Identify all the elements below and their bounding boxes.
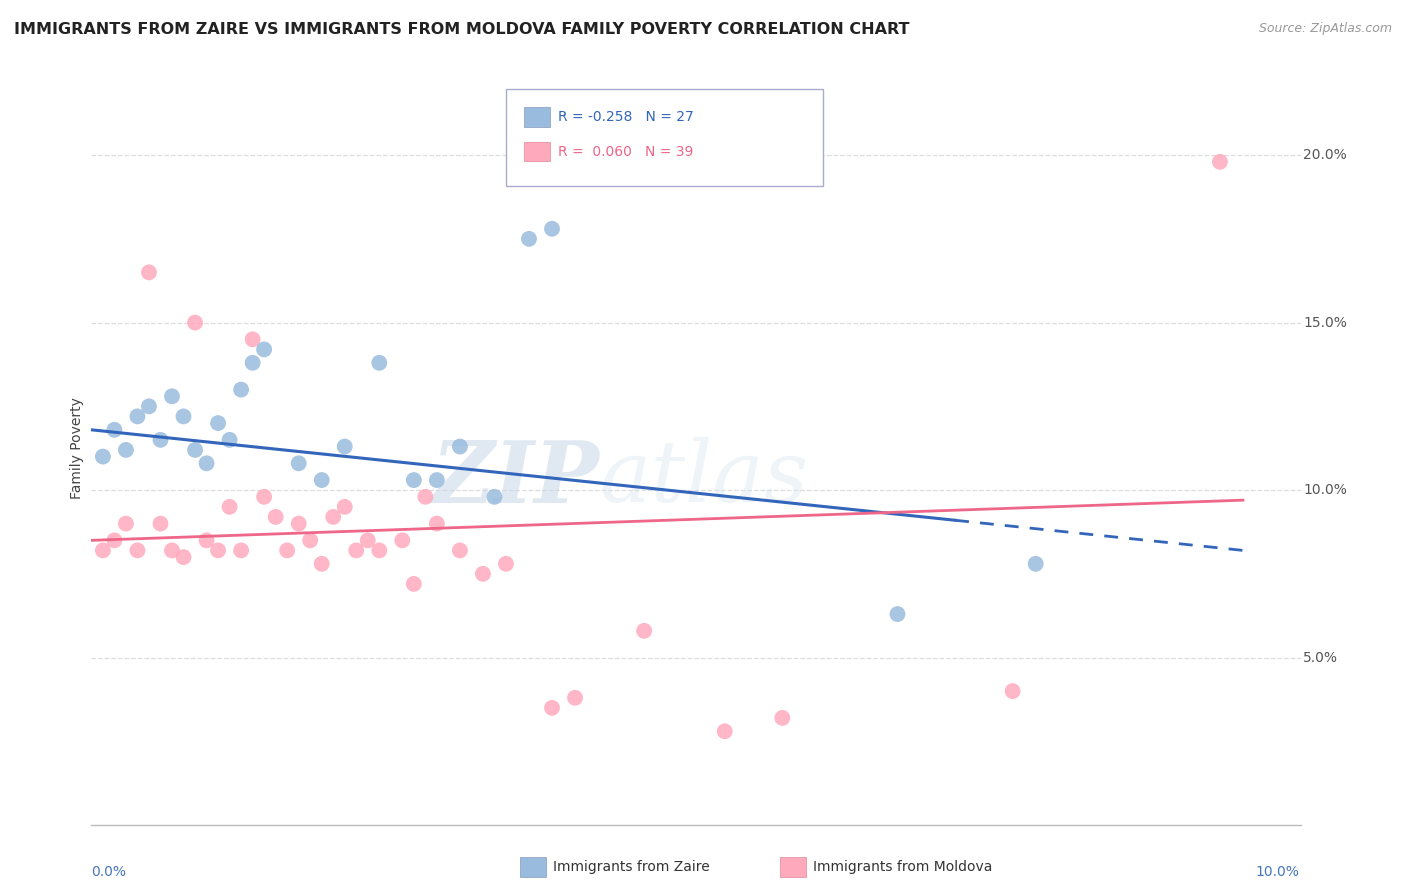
Y-axis label: Family Poverty: Family Poverty bbox=[70, 397, 84, 500]
Point bbox=[402, 577, 425, 591]
Point bbox=[541, 701, 564, 715]
Point bbox=[564, 690, 586, 705]
Point bbox=[138, 265, 160, 279]
Point bbox=[149, 433, 172, 447]
Point bbox=[242, 332, 264, 346]
Point bbox=[218, 433, 240, 447]
Point bbox=[311, 473, 333, 487]
Point bbox=[633, 624, 655, 638]
Text: ZIP: ZIP bbox=[432, 436, 599, 520]
Point bbox=[103, 423, 125, 437]
Point bbox=[173, 409, 195, 424]
Point bbox=[1209, 154, 1232, 169]
Text: atlas: atlas bbox=[599, 437, 808, 520]
Point bbox=[311, 557, 333, 571]
Point bbox=[184, 442, 207, 457]
Point bbox=[276, 543, 298, 558]
Text: 5.0%: 5.0% bbox=[1303, 650, 1339, 665]
Point bbox=[160, 543, 183, 558]
Point bbox=[541, 222, 564, 236]
Text: Immigrants from Moldova: Immigrants from Moldova bbox=[813, 860, 993, 874]
Point bbox=[229, 543, 252, 558]
Point bbox=[322, 509, 344, 524]
Text: Source: ZipAtlas.com: Source: ZipAtlas.com bbox=[1258, 22, 1392, 36]
Point bbox=[368, 356, 391, 370]
Point bbox=[115, 442, 138, 457]
Point bbox=[357, 533, 380, 548]
Point bbox=[138, 400, 160, 414]
Point bbox=[184, 316, 207, 330]
Point bbox=[517, 232, 540, 246]
Point bbox=[264, 509, 287, 524]
Point bbox=[426, 473, 449, 487]
Point bbox=[127, 409, 149, 424]
Point bbox=[127, 543, 149, 558]
Point bbox=[160, 389, 183, 403]
Point bbox=[333, 440, 356, 454]
Point bbox=[1025, 557, 1047, 571]
Point bbox=[299, 533, 322, 548]
Point bbox=[495, 557, 517, 571]
Point bbox=[242, 356, 264, 370]
Text: R =  0.060   N = 39: R = 0.060 N = 39 bbox=[558, 145, 693, 159]
Point bbox=[207, 543, 229, 558]
Point bbox=[195, 456, 218, 470]
Point bbox=[449, 440, 471, 454]
Point bbox=[426, 516, 449, 531]
Point bbox=[115, 516, 138, 531]
Text: 20.0%: 20.0% bbox=[1303, 148, 1347, 162]
Point bbox=[402, 473, 425, 487]
Text: 10.0%: 10.0% bbox=[1303, 483, 1347, 497]
Point bbox=[103, 533, 125, 548]
Point bbox=[229, 383, 252, 397]
Point bbox=[253, 490, 276, 504]
Point bbox=[391, 533, 413, 548]
Point bbox=[344, 543, 367, 558]
Point bbox=[713, 724, 735, 739]
Text: 15.0%: 15.0% bbox=[1303, 316, 1347, 330]
Point bbox=[415, 490, 437, 504]
Text: Immigrants from Zaire: Immigrants from Zaire bbox=[553, 860, 709, 874]
Text: 10.0%: 10.0% bbox=[1256, 865, 1299, 880]
Point bbox=[333, 500, 356, 514]
Point bbox=[886, 607, 908, 621]
Point bbox=[484, 490, 506, 504]
Point bbox=[218, 500, 240, 514]
Point bbox=[1001, 684, 1024, 698]
Point bbox=[770, 711, 793, 725]
Point bbox=[91, 543, 114, 558]
Point bbox=[287, 456, 309, 470]
Text: 0.0%: 0.0% bbox=[91, 865, 127, 880]
Point bbox=[91, 450, 114, 464]
Point bbox=[287, 516, 309, 531]
Text: R = -0.258   N = 27: R = -0.258 N = 27 bbox=[558, 110, 695, 124]
Text: IMMIGRANTS FROM ZAIRE VS IMMIGRANTS FROM MOLDOVA FAMILY POVERTY CORRELATION CHAR: IMMIGRANTS FROM ZAIRE VS IMMIGRANTS FROM… bbox=[14, 22, 910, 37]
Point bbox=[471, 566, 494, 581]
Point bbox=[368, 543, 391, 558]
Point bbox=[449, 543, 471, 558]
Point bbox=[195, 533, 218, 548]
Point bbox=[253, 343, 276, 357]
Point bbox=[207, 416, 229, 430]
Point bbox=[149, 516, 172, 531]
Point bbox=[173, 550, 195, 565]
